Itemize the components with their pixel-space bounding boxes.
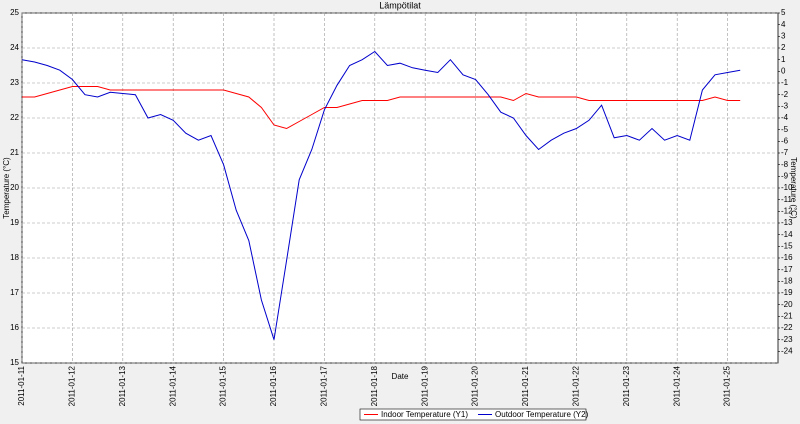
y2-tick-label: 3 [781,31,786,40]
x-tick-label: 2011-01-24 [672,365,681,406]
y-tick-label: 18 [10,253,19,262]
y-tick-label: 22 [10,113,19,122]
x-tick-label: 2011-01-13 [118,365,127,406]
legend-box [359,408,587,421]
y-tick-label: 23 [10,78,19,87]
y2-tick-label: -15 [781,241,793,250]
y2-tick-label: -16 [781,253,793,262]
x-tick-label: 2011-01-25 [723,365,732,406]
x-tick-label: 2011-01-20 [471,365,480,406]
y2-tick-label: -5 [781,125,789,134]
y-tick-label: 17 [10,288,19,297]
y-tick-label: 20 [10,183,19,192]
x-tick-label: 2011-01-15 [219,365,228,406]
x-tick-label: 2011-01-11 [17,365,26,405]
y2-tick-label: -4 [781,113,789,122]
chart-title: Lämpötilat [379,0,421,10]
y2-tick-label: -17 [781,265,793,274]
x-tick-label: 2011-01-18 [370,365,379,406]
y2-tick-label: -8 [781,160,789,169]
y2-tick-label: -22 [781,323,793,332]
y2-tick-label: -13 [781,218,793,227]
y2-tick-label: -18 [781,276,793,285]
y2-tick-label: 4 [781,20,786,29]
y2-axis-title: Temperature (°C) [789,157,798,219]
y2-tick-label: -11 [781,195,793,204]
y2-tick-label: -6 [781,136,789,145]
y2-tick-label: 5 [781,8,786,17]
y2-tick-label: -21 [781,311,793,320]
y-tick-label: 16 [10,323,19,332]
y2-tick-label: -12 [781,206,793,215]
series-line [22,86,741,130]
y2-tick-label: -7 [781,148,789,157]
y-tick-label: 24 [10,43,19,52]
y2-tick-label: 1 [781,55,786,64]
x-tick-label: 2011-01-21 [521,365,530,406]
legend: Indoor Temperature (Y1) Outdoor Temperatu… [359,408,589,421]
y2-tick-label: 2 [781,43,786,52]
y2-tick-label: -19 [781,288,793,297]
y-axis-title: Temperature (°C) [2,157,11,219]
y2-tick-label: -9 [781,171,789,180]
y2-tick-label: -10 [781,183,793,192]
y2-tick-label: -3 [781,101,789,110]
legend-label: Outdoor Temperature (Y2) [495,410,589,419]
x-tick-label: 2011-01-22 [572,365,581,406]
y2-tick-label: -23 [781,335,793,344]
x-tick-label: 2011-01-12 [68,365,77,406]
x-tick-label: 2011-01-23 [622,365,631,406]
x-tick-label: 2011-01-14 [168,365,177,406]
x-axis-title: Date [392,372,409,381]
y2-tick-label: 0 [781,66,786,75]
x-tick-label: 2011-01-17 [320,365,329,406]
y2-tick-label: -2 [781,90,789,99]
x-tick-label: 2011-01-19 [420,365,429,406]
y2-tick-label: -24 [781,346,793,355]
y2-tick-label: -20 [781,300,793,309]
x-tick-label: 2011-01-16 [269,365,278,406]
y-tick-label: 25 [10,8,19,17]
y-tick-label: 19 [10,218,19,227]
y-tick-label: 15 [10,358,19,367]
series-line [21,50,741,340]
y2-tick-label: -1 [781,78,789,87]
y-tick-label: 21 [10,148,19,157]
y2-tick-label: -14 [781,230,793,239]
legend-label: Indoor Temperature (Y1) [381,410,468,419]
